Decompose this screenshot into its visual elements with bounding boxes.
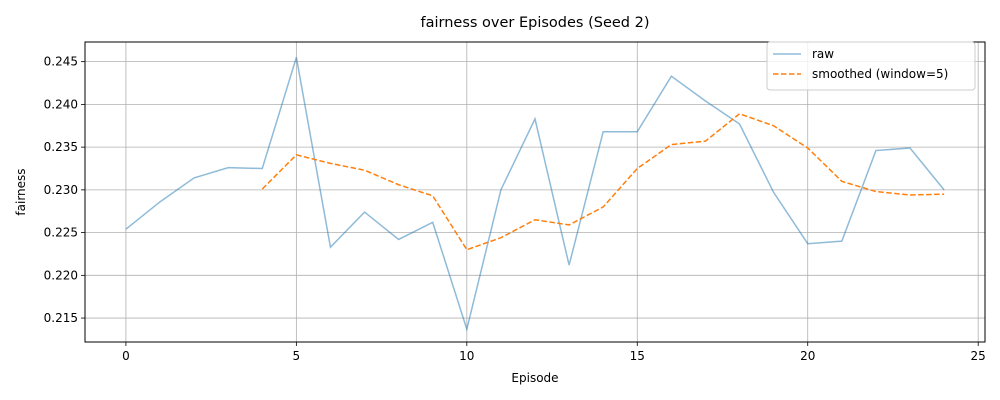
y-tick-label: 0.235	[44, 140, 78, 154]
series-line-raw	[125, 57, 945, 332]
y-tick-label: 0.225	[44, 226, 78, 240]
x-axis-title: Episode	[511, 371, 558, 385]
y-tick-label: 0.220	[44, 268, 78, 282]
axis-ticks: 0 5 10 15 20 25 0.215 0.220 0.225 0.230 0.235 0.240…	[44, 55, 986, 363]
legend-label: raw	[812, 47, 834, 61]
x-tick-label: 5	[293, 349, 301, 363]
grid-lines	[85, 42, 985, 342]
series-layer	[125, 57, 945, 332]
series-line-smoothed	[261, 112, 945, 251]
x-tick-label: 25	[971, 349, 986, 363]
x-tick-label: 10	[459, 349, 474, 363]
x-tick-label: 0	[122, 349, 130, 363]
plot-area-frame	[84, 41, 986, 343]
chart-title: fairness over Episodes (Seed 2)	[420, 15, 649, 31]
y-tick-label: 0.245	[44, 55, 78, 69]
y-tick-label: 0.240	[44, 97, 78, 111]
y-axis-title: fairness	[14, 168, 28, 215]
legend-box	[766, 41, 976, 91]
x-tick-label: 15	[630, 349, 645, 363]
y-tick-label: 0.215	[44, 311, 78, 325]
y-tick-label: 0.230	[44, 183, 78, 197]
legend: raw smoothed (window=5)	[766, 41, 976, 91]
x-tick-label: 20	[800, 349, 815, 363]
legend-label: smoothed (window=5)	[812, 67, 948, 81]
